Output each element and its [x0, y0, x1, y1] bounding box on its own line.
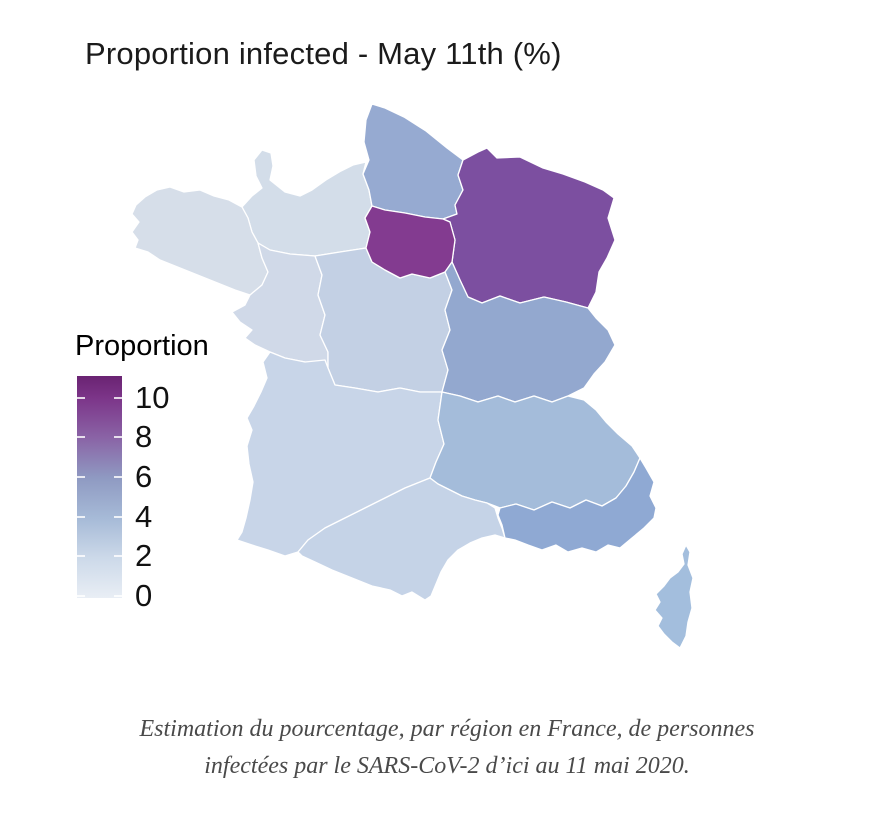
legend-tick-label: 10 [135, 379, 170, 415]
region-occitanie [297, 477, 506, 601]
region-corse [654, 544, 694, 649]
legend-gradient-bar [77, 375, 122, 598]
legend-tick-mark [77, 515, 85, 518]
legend-tick-mark [114, 515, 122, 518]
legend-tick-label: 2 [135, 538, 153, 574]
legend-tick-label: 0 [135, 577, 153, 613]
caption-line-2: infectées par le SARS-CoV-2 d’ici au 11 … [204, 753, 690, 780]
legend-tick-mark [114, 555, 122, 558]
legend-tick-mark [77, 594, 85, 597]
figure-caption: Estimation du pourcentage, par région en… [0, 711, 894, 785]
region-grand-est [442, 147, 616, 309]
legend-tick-mark [77, 436, 85, 439]
legend-tick-mark [114, 594, 122, 597]
legend-body: 10 8 6 4 2 0 [75, 375, 255, 611]
figure-title: Proportion infected - May 11th (%) [85, 36, 562, 71]
region-normandie [241, 149, 373, 257]
legend-tick-label: 8 [135, 419, 153, 455]
region-auvergne-rhone-alpes [429, 391, 641, 511]
legend-tick-mark [114, 396, 122, 399]
legend-tick-mark [77, 555, 85, 558]
legend-title: Proportion [75, 330, 209, 362]
region-ile-de-france [364, 205, 456, 279]
region-provence-alpes-cote-d-azur [497, 457, 657, 553]
legend-tick-label: 6 [135, 458, 153, 494]
caption-line-1: Estimation du pourcentage, par région en… [139, 716, 755, 742]
france-map-svg [131, 103, 694, 649]
legend-tick-mark [77, 396, 85, 399]
legend-tick-label: 4 [135, 498, 153, 534]
legend-tick-mark [77, 475, 85, 478]
france-choropleth-map [115, 85, 715, 665]
legend-tick-mark [114, 475, 122, 478]
region-hauts-de-france [362, 103, 464, 220]
legend: Proportion 10 8 6 4 2 0 [75, 330, 255, 611]
legend-tick-mark [114, 436, 122, 439]
